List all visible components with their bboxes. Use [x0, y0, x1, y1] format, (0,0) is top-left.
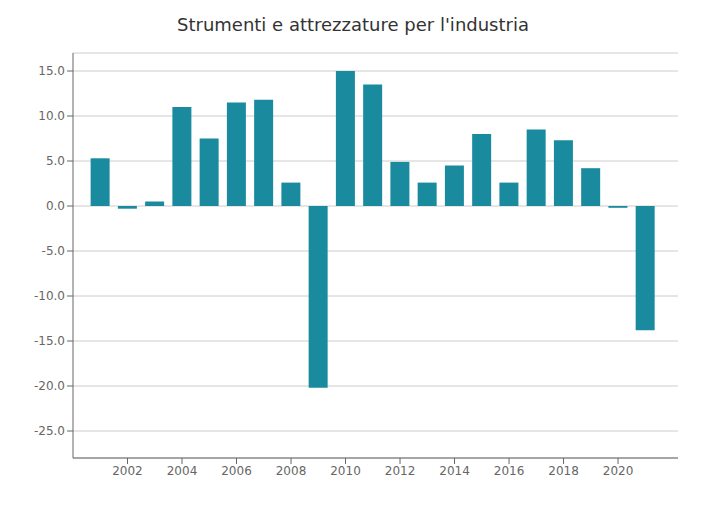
html-text:Strumenti e attrezzature per l: Strumenti e attrezzature per l'industria: [177, 14, 529, 35]
svg-text:2004: 2004: [167, 464, 198, 478]
svg-text:2006: 2006: [221, 464, 252, 478]
svg-text:2014: 2014: [439, 464, 470, 478]
svg-text:2016: 2016: [494, 464, 525, 478]
svg-text:2010: 2010: [330, 464, 361, 478]
svg-text:-25.0: -25.0: [34, 424, 65, 438]
svg-text:-20.0: -20.0: [34, 379, 65, 393]
svg-text:-10.0: -10.0: [34, 289, 65, 303]
svg-text:10.0: 10.0: [38, 109, 65, 123]
svg-text:2012: 2012: [385, 464, 416, 478]
svg-text:2008: 2008: [276, 464, 307, 478]
svg-text:0.0: 0.0: [46, 199, 65, 213]
svg-text:-15.0: -15.0: [34, 334, 65, 348]
svg-text:15.0: 15.0: [38, 64, 65, 78]
svg-text:-5.0: -5.0: [42, 244, 65, 258]
svg-text:2020: 2020: [603, 464, 634, 478]
svg-text:5.0: 5.0: [46, 154, 65, 168]
svg-text:2002: 2002: [112, 464, 143, 478]
svg-text:2018: 2018: [548, 464, 579, 478]
